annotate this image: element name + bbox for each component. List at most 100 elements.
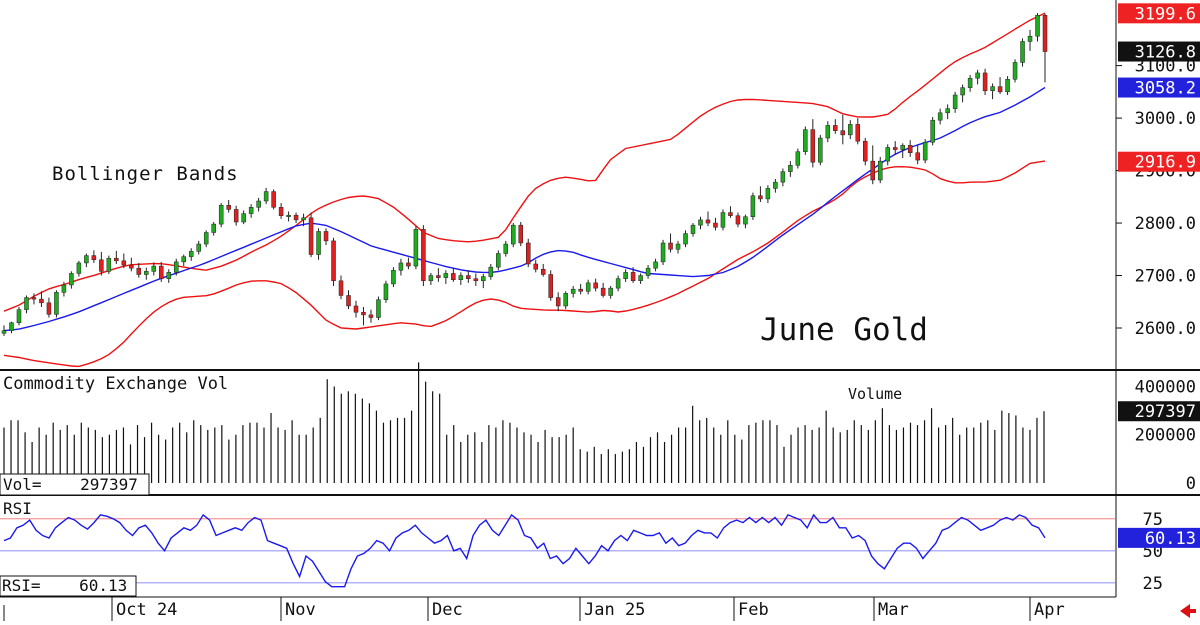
candle <box>458 272 464 285</box>
candle <box>331 237 336 287</box>
candle-body <box>915 152 920 161</box>
price-marker-box <box>1118 151 1200 172</box>
candle-body <box>765 188 771 200</box>
candle-body <box>608 287 613 296</box>
candle <box>144 267 149 280</box>
candle <box>466 270 471 283</box>
candle-body <box>810 129 816 163</box>
candle-body <box>241 213 246 223</box>
candle <box>653 258 658 272</box>
candle-body <box>848 124 853 136</box>
candle-body <box>563 293 568 307</box>
candle-body <box>735 215 741 225</box>
price-tick-label: 3100.0 <box>1135 57 1196 77</box>
candle <box>825 121 831 143</box>
candle <box>436 268 441 282</box>
candle <box>585 279 591 295</box>
candle <box>338 275 344 300</box>
candle-body <box>99 259 104 272</box>
candle-body <box>248 207 254 214</box>
candle-body <box>233 209 239 223</box>
candle <box>885 144 890 166</box>
candle <box>136 262 142 278</box>
candle-body <box>870 160 875 181</box>
candle-body <box>967 77 973 88</box>
volume-tick-label: 0 <box>1186 474 1196 494</box>
volume-panel-label: Commodity Exchange Vol <box>3 374 228 394</box>
candle-body <box>443 273 449 278</box>
candle <box>997 77 1003 94</box>
candle <box>892 141 898 155</box>
candle <box>84 253 89 268</box>
candle <box>241 210 246 225</box>
price-marker-box <box>1118 3 1200 24</box>
rsi-line <box>3 513 1046 588</box>
candle-body <box>990 86 995 92</box>
price-marker-label: 3058.2 <box>1135 79 1196 99</box>
candle <box>570 286 576 298</box>
candle-body <box>540 268 546 275</box>
candle <box>24 295 29 314</box>
candle-body <box>570 288 576 294</box>
candle-body <box>1035 14 1040 37</box>
candle <box>975 69 980 85</box>
volume-marker-box <box>1118 401 1200 422</box>
candle <box>533 259 538 273</box>
candle-body <box>795 151 801 166</box>
candle-body <box>91 255 97 261</box>
candle-body <box>473 278 479 282</box>
candle <box>293 212 299 224</box>
rsi-tick-label: 25 <box>1143 574 1163 594</box>
candle-body <box>615 278 621 289</box>
candle <box>563 291 568 310</box>
candle <box>713 217 718 231</box>
candle-body <box>413 229 419 267</box>
volume-readout-box <box>0 473 150 496</box>
candle <box>578 283 583 295</box>
candle-body <box>406 262 411 267</box>
candle-body <box>338 280 344 296</box>
price-tick-label: 2700.0 <box>1135 267 1196 287</box>
candle-body <box>825 125 831 139</box>
candle-body <box>728 212 733 216</box>
candle-body <box>331 240 336 282</box>
candle-body <box>997 86 1003 93</box>
candle-body <box>877 160 883 181</box>
candle-body <box>638 275 643 282</box>
candle <box>203 230 209 248</box>
candle <box>600 282 606 298</box>
candle <box>593 278 598 292</box>
candle <box>166 269 172 283</box>
candle <box>638 273 643 284</box>
candle <box>256 197 261 212</box>
candle-body <box>398 262 404 271</box>
candle-body <box>159 265 164 279</box>
rsi-marker-box <box>1118 527 1200 548</box>
candle <box>795 148 801 169</box>
candle-body <box>578 288 583 292</box>
candle-body <box>271 191 276 208</box>
candle-body <box>1005 78 1010 93</box>
candle <box>1 325 7 336</box>
candle-body <box>39 298 44 304</box>
candle <box>615 275 621 292</box>
candle-body <box>1 330 7 334</box>
candle <box>473 273 479 287</box>
candle-body <box>301 217 306 221</box>
candle-body <box>892 147 898 150</box>
candle <box>698 216 703 230</box>
candle-body <box>960 87 965 96</box>
candle <box>421 225 426 287</box>
candle-body <box>683 233 688 245</box>
candle <box>922 139 928 164</box>
candle-body <box>675 243 681 250</box>
candle-body <box>129 264 134 269</box>
candle-body <box>780 171 786 183</box>
volume-axis: 0 200000 400000 297397 <box>1118 377 1200 494</box>
price-marker-box <box>1118 77 1200 98</box>
rsi-panel-label: RSI <box>3 499 32 518</box>
candle <box>907 140 913 157</box>
candle-body <box>1020 41 1025 63</box>
candle-body <box>593 282 598 289</box>
candle-body <box>436 275 441 278</box>
